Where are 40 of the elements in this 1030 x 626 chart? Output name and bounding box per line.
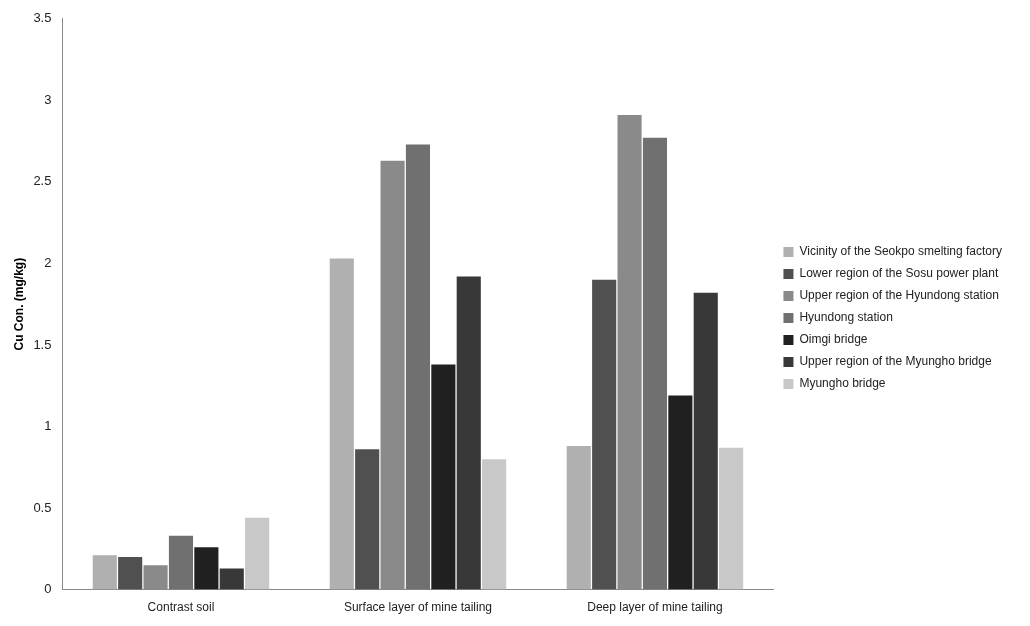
y-tick-label: 3 [44, 91, 52, 107]
legend-label: Myungho bridge [799, 376, 886, 391]
bar [668, 395, 693, 590]
legend-label: Upper region of the Hyundong station [799, 288, 999, 303]
bar [719, 447, 744, 590]
y-tick-label: 1.5 [33, 336, 52, 352]
y-tick-label: 2.5 [33, 173, 52, 189]
bar [355, 449, 380, 590]
bar [168, 535, 194, 590]
y-tick-label: 2 [44, 255, 52, 271]
x-tick-label: Contrast soil [147, 600, 215, 615]
bar [380, 160, 405, 590]
bar [431, 364, 456, 590]
bar [456, 276, 481, 590]
bar [693, 292, 718, 590]
bar [329, 258, 354, 590]
bar [143, 565, 168, 590]
bar [617, 115, 642, 590]
y-tick-label: 1 [44, 418, 52, 434]
bar [405, 144, 431, 590]
bar [566, 446, 591, 590]
legend-label: Oimgi bridge [799, 332, 868, 347]
legend-label: Hyundong station [799, 310, 893, 325]
legend-label: Upper region of the Myungho bridge [799, 354, 992, 369]
bar [92, 555, 117, 590]
legend-label: Lower region of the Sosu power plant [799, 266, 999, 281]
y-tick-label: 0.5 [33, 499, 52, 515]
bar [219, 568, 244, 590]
y-tick-label: 0 [44, 581, 52, 597]
bar [642, 137, 668, 590]
legend-label: Vicinity of the Seokpo smelting factory [799, 244, 1002, 259]
x-tick-label: Surface layer of mine tailing [343, 600, 492, 615]
bar [482, 459, 507, 590]
bar [118, 556, 143, 590]
bar [245, 517, 270, 590]
bar [592, 279, 617, 590]
y-axis-title: Cu Con. (mg/kg) [11, 257, 26, 351]
y-tick-label: 3.5 [33, 10, 52, 26]
x-tick-label: Deep layer of mine tailing [587, 600, 723, 615]
bar [194, 547, 219, 590]
